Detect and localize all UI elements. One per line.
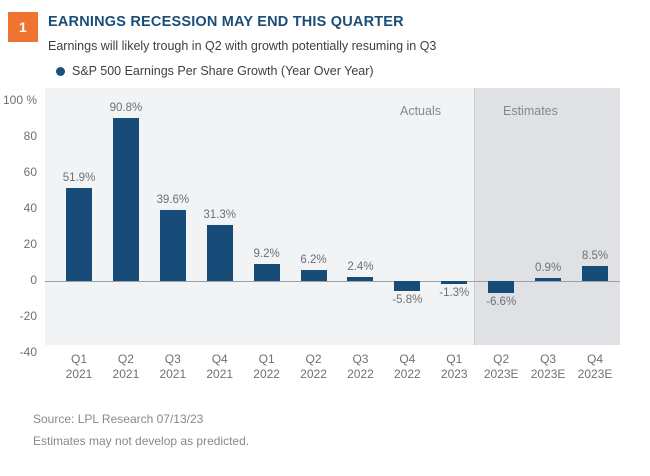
bar	[206, 224, 233, 281]
bar-value-label: 39.6%	[156, 193, 190, 206]
x-axis-tick-line: 2022	[253, 367, 280, 381]
x-axis-tick-label: Q4 2023E	[565, 352, 625, 382]
y-axis-tick-label: 40	[23, 201, 37, 215]
x-axis-tick-line: Q4	[586, 352, 603, 366]
x-axis-tick-label: Q1 2021	[49, 352, 109, 382]
x-axis-tick-line: Q3	[352, 352, 369, 366]
x-axis-tick-line: Q4	[211, 352, 228, 366]
bar	[300, 269, 327, 281]
slide-number-badge: 1	[8, 12, 38, 42]
disclaimer-note: Estimates may not develop as predicted.	[33, 434, 250, 448]
x-axis-tick-label: Q1 2023	[424, 352, 484, 382]
bar	[582, 265, 608, 281]
y-axis-tick-label: 100 %	[2, 93, 37, 107]
x-axis-tick-line: 2021	[112, 367, 140, 381]
page-subtitle: Earnings will likely trough in Q2 with g…	[48, 39, 437, 53]
y-axis-tick-label: 80	[23, 129, 37, 143]
x-axis-tick-line: Q2	[305, 352, 322, 366]
x-axis-tick-line: 2023E	[483, 367, 519, 381]
x-axis-tick-line: Q3	[164, 352, 181, 366]
legend-marker-icon	[56, 66, 65, 76]
actuals-estimates-divider	[474, 88, 475, 345]
x-axis-tick-label: Q2 2021	[96, 352, 156, 382]
x-axis-tick-line: Q2	[117, 352, 134, 366]
bar	[488, 281, 515, 293]
x-axis-tick-line: 2022	[394, 367, 421, 381]
x-axis-tick-line: Q2	[493, 352, 510, 366]
bar	[159, 209, 186, 281]
bar-value-label: 8.5%	[581, 249, 609, 262]
x-axis-tick-line: 2023	[440, 367, 468, 381]
bar-value-label: 2.4%	[347, 260, 374, 273]
y-axis-tick-label: 0	[30, 273, 37, 287]
x-axis-tick-line: 2022	[300, 367, 327, 381]
x-axis-tick-line: Q1	[70, 352, 87, 366]
region-label-actuals: Actuals	[400, 104, 441, 118]
bar-value-label: 6.2%	[300, 253, 327, 266]
bar-value-label: -1.3%	[439, 287, 470, 299]
x-axis-tick-label: Q4 2022	[377, 352, 437, 382]
y-axis-tick-label: -20	[19, 309, 37, 323]
page-title: EARNINGS RECESSION MAY END THIS QUARTER	[48, 14, 404, 30]
bar-value-label: 31.3%	[203, 208, 237, 221]
x-axis-tick-label: Q2 2022	[284, 352, 344, 382]
bar	[535, 278, 562, 281]
x-axis-tick-line: 2022	[347, 367, 374, 381]
x-axis-tick-line: 2021	[206, 367, 234, 381]
x-axis-tick-line: 2021	[159, 367, 187, 381]
zero-baseline	[45, 281, 620, 282]
x-axis-tick-label: Q3 2023E	[518, 352, 578, 382]
x-axis-tick-line: Q3	[540, 352, 557, 366]
x-axis-tick-line: 2023E	[530, 367, 566, 381]
x-axis-tick-line: Q1	[258, 352, 275, 366]
y-axis-tick-label: -40	[19, 345, 37, 359]
bar	[441, 281, 468, 284]
x-axis-tick-line: 2023E	[577, 367, 613, 381]
x-axis-tick-line: Q4	[399, 352, 416, 366]
x-axis-tick-label: Q3 2021	[143, 352, 203, 382]
legend-series-label: S&P 500 Earnings Per Share Growth (Year …	[72, 64, 374, 78]
x-axis-tick-line: Q1	[446, 352, 463, 366]
x-axis-tick-label: Q4 2021	[190, 352, 250, 382]
plot-area	[45, 88, 620, 345]
chart-legend: S&P 500 Earnings Per Share Growth (Year …	[56, 64, 374, 78]
bar	[112, 117, 139, 281]
bar-value-label: 9.2%	[253, 248, 280, 261]
y-axis-tick-label: 60	[23, 165, 37, 179]
bar	[253, 264, 280, 281]
bar	[394, 281, 421, 292]
bar-value-label: 51.9%	[62, 171, 96, 184]
x-axis-tick-label: Q3 2022	[330, 352, 390, 382]
bar-value-label: -6.6%	[486, 295, 517, 308]
x-axis-tick-line: 2021	[65, 367, 93, 381]
source-note: Source: LPL Research 07/13/23	[33, 412, 204, 426]
bar-value-label: 0.9%	[534, 262, 562, 274]
x-axis-tick-label: Q2 2023E	[471, 352, 531, 382]
x-axis-tick-label: Q1 2022	[237, 352, 297, 382]
estimates-region-shading	[474, 88, 620, 345]
bar-value-label: 90.8%	[109, 101, 143, 114]
bar-value-label: -5.8%	[392, 294, 423, 307]
y-axis-tick-label: 20	[23, 237, 37, 251]
bar	[66, 187, 92, 281]
region-label-estimates: Estimates	[503, 104, 558, 118]
bar	[347, 276, 374, 281]
